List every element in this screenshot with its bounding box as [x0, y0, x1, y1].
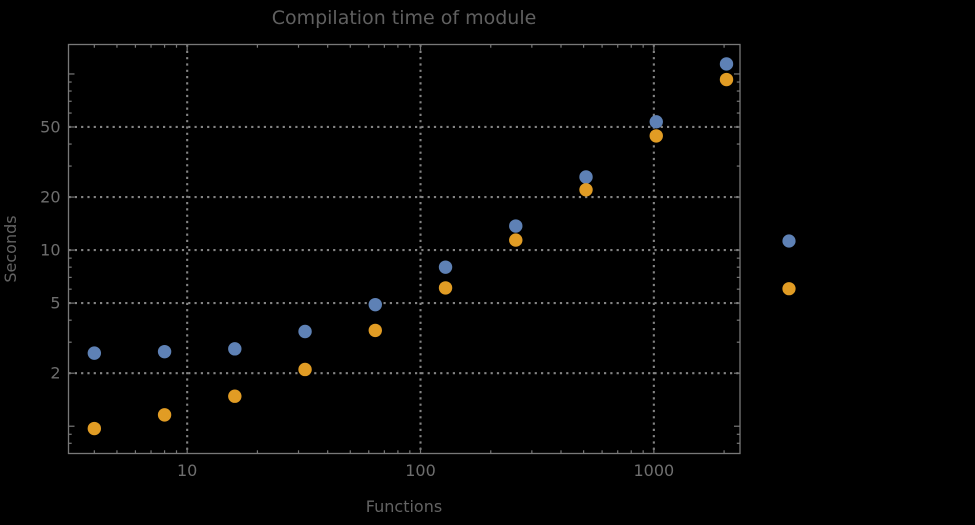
data-point-orange	[298, 362, 312, 377]
y-tick-label: 5	[50, 294, 60, 313]
frame	[67, 43, 741, 455]
data-point-blue	[157, 344, 172, 359]
data-point-blue	[298, 324, 312, 339]
y-tick-labels: 2 5 10 20 50	[40, 117, 60, 382]
y-tick-label: 50	[40, 117, 60, 136]
x-tick-label: 1000	[633, 461, 674, 480]
axis-ticks	[68, 44, 740, 454]
y-tick-label: 10	[40, 241, 60, 260]
legend-markers	[782, 234, 796, 296]
legend-marker-orange	[782, 282, 796, 296]
series-blue	[87, 57, 734, 360]
plot-title: Compilation time of module	[271, 7, 537, 29]
plot-frame	[67, 43, 741, 455]
x-tick-label: 100	[405, 461, 436, 480]
data-point-orange	[368, 323, 382, 338]
data-point-orange	[438, 281, 453, 295]
data-point-orange	[228, 389, 242, 403]
data-point-orange	[87, 421, 102, 436]
x-tick-labels: 10 100 1000	[177, 461, 674, 480]
y-tick-label: 20	[40, 188, 60, 207]
data-point-orange	[157, 408, 172, 422]
data-point-blue	[719, 57, 734, 71]
x-tick-label: 10	[177, 461, 197, 480]
data-point-orange	[719, 72, 734, 87]
data-point-orange	[509, 233, 523, 247]
data-point-blue	[368, 297, 382, 312]
gridlines	[68, 44, 740, 454]
y-tick-label: 2	[50, 364, 60, 383]
data-point-blue	[649, 115, 663, 129]
data-point-blue	[579, 170, 593, 184]
data-point-orange	[579, 183, 593, 197]
data-point-blue	[228, 342, 242, 356]
data-point-blue	[509, 219, 523, 233]
data-point-blue	[87, 346, 102, 360]
data-point-orange	[649, 129, 663, 143]
series-orange	[87, 72, 734, 436]
x-axis-label: Functions	[365, 497, 443, 516]
legend-marker-blue	[782, 234, 796, 248]
data-point-blue	[438, 260, 453, 274]
